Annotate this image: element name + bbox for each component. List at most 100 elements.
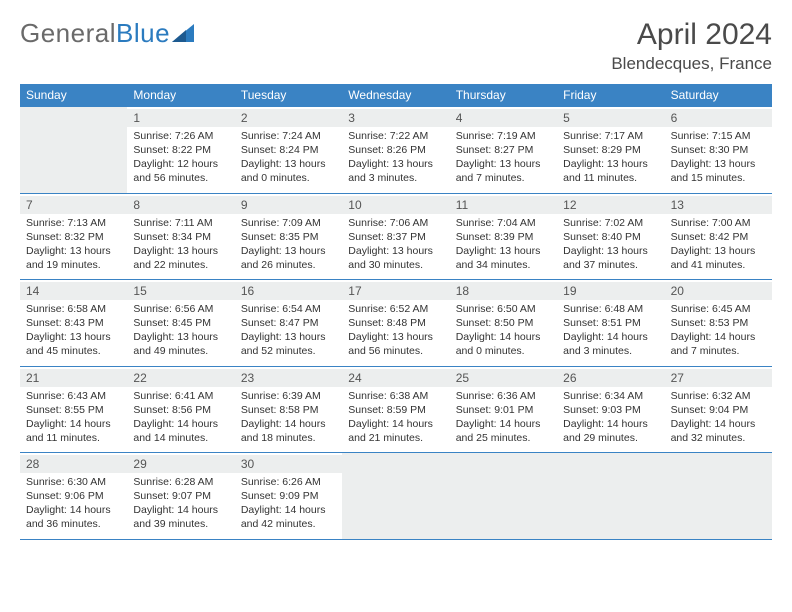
sunset-text: Sunset: 8:29 PM [563,144,658,157]
daylight-text: Daylight: 14 hours [348,418,443,431]
daylight-text: Daylight: 13 hours [456,158,551,171]
daylight-text: Daylight: 14 hours [456,418,551,431]
calendar-day: 28 Sunrise: 6:30 AMSunset: 9:06 PMDayligh… [20,453,127,539]
day-info: Sunrise: 6:50 AMSunset: 8:50 PMDaylight:… [456,303,551,359]
day-number: 25 [450,369,557,387]
sunrise-text: Sunrise: 7:17 AM [563,130,658,143]
month-title: April 2024 [611,18,772,52]
sunrise-text: Sunrise: 6:30 AM [26,476,121,489]
calendar-day: 5Sunrise: 7:17 AMSunset: 8:29 PMDaylight… [557,107,664,193]
day-number: 2 [235,109,342,127]
daylight-text: Daylight: 14 hours [563,331,658,344]
day-info: Sunrise: 7:06 AMSunset: 8:37 PMDaylight:… [348,217,443,273]
sunset-text: Sunset: 9:03 PM [563,404,658,417]
logo: GeneralBlue [20,18,194,49]
daylight-text: Daylight: 13 hours [348,331,443,344]
daylight-text-2: and 0 minutes. [241,172,336,185]
sunrise-text: Sunrise: 7:04 AM [456,217,551,230]
sunset-text: Sunset: 8:24 PM [241,144,336,157]
daylight-text: Daylight: 13 hours [26,331,121,344]
day-number: 19 [557,282,664,300]
daylight-text: Daylight: 14 hours [133,418,228,431]
day-number: 9 [235,196,342,214]
day-number: 22 [127,369,234,387]
day-number: 10 [342,196,449,214]
calendar-day: 22Sunrise: 6:41 AMSunset: 8:56 PMDayligh… [127,367,234,453]
sunset-text: Sunset: 8:50 PM [456,317,551,330]
sunrise-text: Sunrise: 7:02 AM [563,217,658,230]
day-info: Sunrise: 6:48 AMSunset: 8:51 PMDaylight:… [563,303,658,359]
daylight-text-2: and 30 minutes. [348,259,443,272]
daylight-text: Daylight: 14 hours [26,504,121,517]
sunrise-text: Sunrise: 6:45 AM [671,303,766,316]
calendar-day-empty [342,453,449,539]
calendar-day: 3Sunrise: 7:22 AMSunset: 8:26 PMDaylight… [342,107,449,193]
daylight-text: Daylight: 14 hours [563,418,658,431]
day-info: Sunrise: 6:56 AMSunset: 8:45 PMDaylight:… [133,303,228,359]
sunset-text: Sunset: 9:04 PM [671,404,766,417]
day-number: 18 [450,282,557,300]
daylight-text-2: and 37 minutes. [563,259,658,272]
daylight-text-2: and 21 minutes. [348,432,443,445]
day-info: Sunrise: 6:34 AMSunset: 9:03 PMDaylight:… [563,390,658,446]
daylight-text-2: and 11 minutes. [26,432,121,445]
day-info: Sunrise: 6:30 AMSunset: 9:06 PMDaylight:… [26,476,121,532]
day-number: 28 [20,455,127,473]
sunset-text: Sunset: 8:30 PM [671,144,766,157]
weekday-header: Thursday [450,84,557,107]
sunrise-text: Sunrise: 6:32 AM [671,390,766,403]
weekday-header: Saturday [665,84,772,107]
weekday-header: Tuesday [235,84,342,107]
sunrise-text: Sunrise: 6:39 AM [241,390,336,403]
day-info: Sunrise: 6:38 AMSunset: 8:59 PMDaylight:… [348,390,443,446]
day-number: 17 [342,282,449,300]
daylight-text-2: and 3 minutes. [348,172,443,185]
calendar-day: 21Sunrise: 6:43 AMSunset: 8:55 PMDayligh… [20,367,127,453]
day-info: Sunrise: 6:36 AMSunset: 9:01 PMDaylight:… [456,390,551,446]
sunset-text: Sunset: 8:22 PM [133,144,228,157]
daylight-text: Daylight: 13 hours [133,245,228,258]
day-info: Sunrise: 6:54 AMSunset: 8:47 PMDaylight:… [241,303,336,359]
sunrise-text: Sunrise: 6:38 AM [348,390,443,403]
sunset-text: Sunset: 8:48 PM [348,317,443,330]
calendar-page: GeneralBlue April 2024 Blendecques, Fran… [0,0,792,540]
day-number: 11 [450,196,557,214]
daylight-text-2: and 19 minutes. [26,259,121,272]
weekday-header: Friday [557,84,664,107]
day-info: Sunrise: 6:52 AMSunset: 8:48 PMDaylight:… [348,303,443,359]
sunrise-text: Sunrise: 6:36 AM [456,390,551,403]
daylight-text: Daylight: 13 hours [348,158,443,171]
calendar-day: 17 Sunrise: 6:52 AMSunset: 8:48 PMDayligh… [342,280,449,366]
weekday-header: Sunday [20,84,127,107]
day-number [342,455,449,473]
calendar-week-row: 28 Sunrise: 6:30 AMSunset: 9:06 PMDayligh… [20,453,772,540]
calendar-day: 24Sunrise: 6:38 AMSunset: 8:59 PMDayligh… [342,367,449,453]
calendar-day: 6Sunrise: 7:15 AMSunset: 8:30 PMDaylight… [665,107,772,193]
day-info: Sunrise: 7:19 AMSunset: 8:27 PMDaylight:… [456,130,551,186]
calendar-day: 26Sunrise: 6:34 AMSunset: 9:03 PMDayligh… [557,367,664,453]
daylight-text-2: and 56 minutes. [348,345,443,358]
sunset-text: Sunset: 8:47 PM [241,317,336,330]
sunset-text: Sunset: 8:51 PM [563,317,658,330]
calendar-day: 29Sunrise: 6:28 AMSunset: 9:07 PMDayligh… [127,453,234,539]
daylight-text-2: and 3 minutes. [563,345,658,358]
daylight-text-2: and 7 minutes. [671,345,766,358]
daylight-text: Daylight: 13 hours [563,158,658,171]
sunset-text: Sunset: 8:53 PM [671,317,766,330]
weekday-header: Monday [127,84,234,107]
sunset-text: Sunset: 9:07 PM [133,490,228,503]
day-number [665,455,772,473]
title-block: April 2024 Blendecques, France [611,18,772,74]
sunset-text: Sunset: 8:43 PM [26,317,121,330]
sunrise-text: Sunrise: 7:06 AM [348,217,443,230]
calendar-day: 12Sunrise: 7:02 AMSunset: 8:40 PMDayligh… [557,194,664,280]
sunset-text: Sunset: 8:34 PM [133,231,228,244]
sunset-text: Sunset: 8:45 PM [133,317,228,330]
calendar-week-row: 14Sunrise: 6:58 AMSunset: 8:43 PMDayligh… [20,280,772,367]
day-number: 1 [127,109,234,127]
logo-text-2: Blue [116,18,170,49]
sunrise-text: Sunrise: 6:28 AM [133,476,228,489]
weekday-header-row: Sunday Monday Tuesday Wednesday Thursday… [20,84,772,107]
sunset-text: Sunset: 9:01 PM [456,404,551,417]
sunrise-text: Sunrise: 6:56 AM [133,303,228,316]
